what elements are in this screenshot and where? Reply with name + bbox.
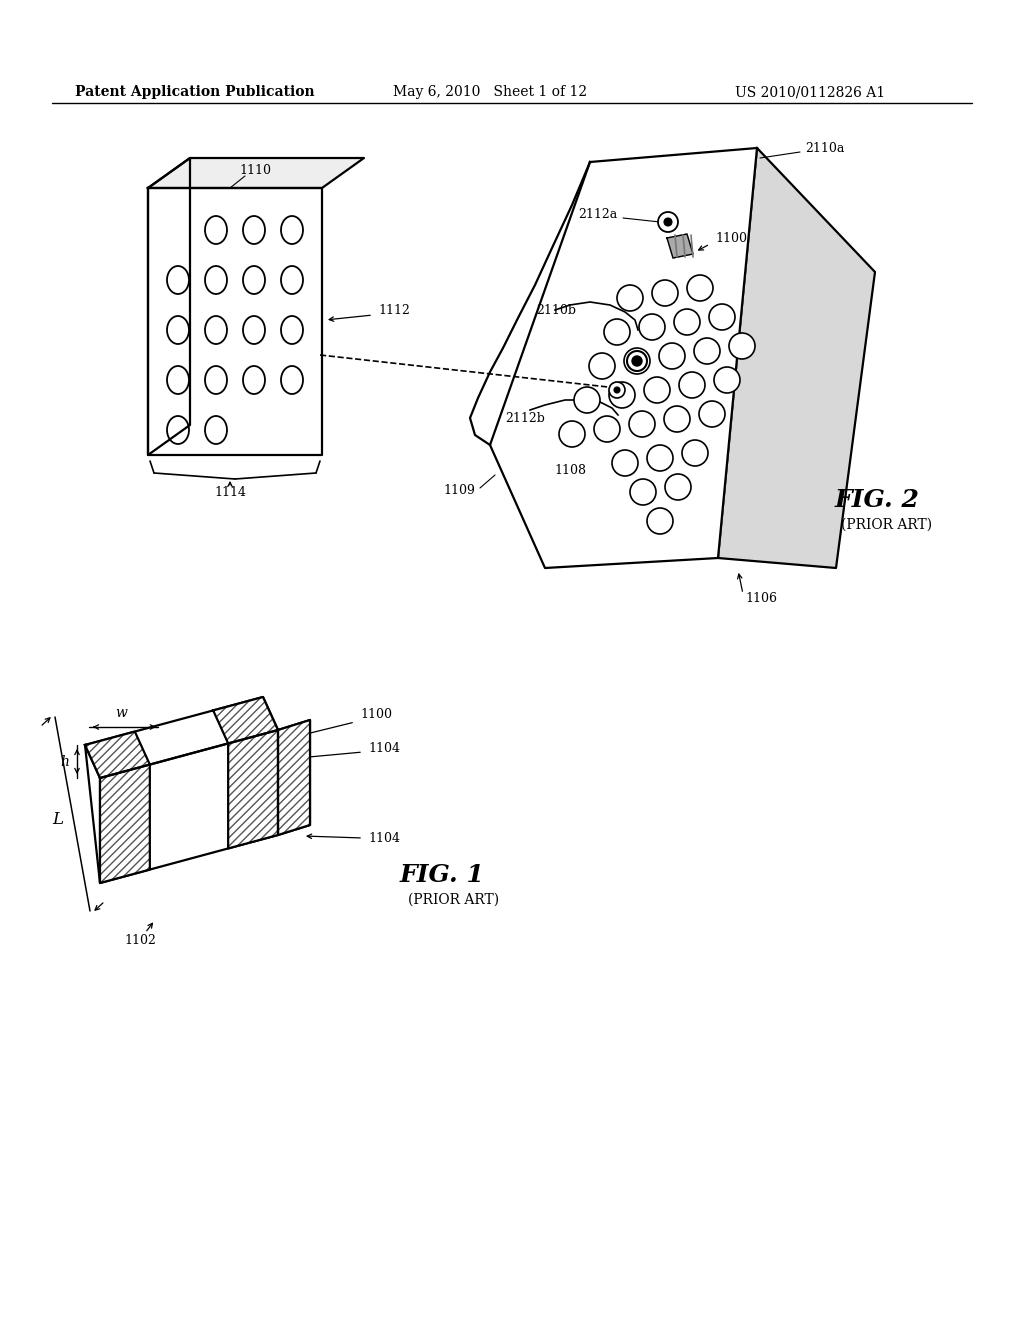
Text: L: L xyxy=(52,810,63,828)
Text: US 2010/0112826 A1: US 2010/0112826 A1 xyxy=(735,84,885,99)
Circle shape xyxy=(647,445,673,471)
Text: 2112b: 2112b xyxy=(505,412,545,425)
Circle shape xyxy=(594,416,620,442)
Circle shape xyxy=(687,275,713,301)
Text: 1110: 1110 xyxy=(239,164,271,177)
Circle shape xyxy=(659,343,685,370)
Circle shape xyxy=(574,387,600,413)
Polygon shape xyxy=(85,731,150,777)
Polygon shape xyxy=(667,234,693,257)
Circle shape xyxy=(624,348,650,374)
Polygon shape xyxy=(228,730,278,849)
Text: (PRIOR ART): (PRIOR ART) xyxy=(408,894,499,907)
Polygon shape xyxy=(718,148,874,568)
Circle shape xyxy=(632,356,642,366)
Text: May 6, 2010   Sheet 1 of 12: May 6, 2010 Sheet 1 of 12 xyxy=(393,84,587,99)
Polygon shape xyxy=(100,730,278,883)
Circle shape xyxy=(709,304,735,330)
Text: FIG. 1: FIG. 1 xyxy=(400,863,485,887)
Circle shape xyxy=(639,314,665,341)
Text: 1102: 1102 xyxy=(124,933,156,946)
Circle shape xyxy=(617,285,643,312)
Text: w: w xyxy=(116,706,127,719)
Circle shape xyxy=(658,213,678,232)
Text: 1100: 1100 xyxy=(360,709,392,722)
Circle shape xyxy=(644,378,670,403)
Text: FIG. 2: FIG. 2 xyxy=(835,488,920,512)
Circle shape xyxy=(699,401,725,426)
Circle shape xyxy=(559,421,585,447)
Polygon shape xyxy=(490,148,757,568)
Text: 1104: 1104 xyxy=(368,742,400,755)
Text: Patent Application Publication: Patent Application Publication xyxy=(75,84,314,99)
Circle shape xyxy=(664,218,672,226)
Text: 2110b: 2110b xyxy=(536,304,575,317)
Text: 1104: 1104 xyxy=(368,832,400,845)
Polygon shape xyxy=(148,158,190,455)
Circle shape xyxy=(612,450,638,477)
Circle shape xyxy=(664,407,690,432)
Text: 1108: 1108 xyxy=(554,463,586,477)
Text: h: h xyxy=(60,755,70,768)
Text: (PRIOR ART): (PRIOR ART) xyxy=(841,517,932,532)
Circle shape xyxy=(674,309,700,335)
Polygon shape xyxy=(278,719,310,836)
Circle shape xyxy=(609,381,635,408)
Circle shape xyxy=(604,319,630,345)
Text: 2110a: 2110a xyxy=(805,141,845,154)
Text: 1100: 1100 xyxy=(715,231,746,244)
Text: 2112a: 2112a xyxy=(578,209,617,222)
Circle shape xyxy=(647,508,673,535)
Text: 1112: 1112 xyxy=(378,304,410,317)
Circle shape xyxy=(589,352,615,379)
Text: 1114: 1114 xyxy=(214,487,246,499)
Circle shape xyxy=(682,440,708,466)
Circle shape xyxy=(609,381,625,399)
Polygon shape xyxy=(148,158,364,187)
Polygon shape xyxy=(148,187,322,455)
Circle shape xyxy=(729,333,755,359)
Polygon shape xyxy=(278,719,310,836)
Text: 1106: 1106 xyxy=(745,591,777,605)
Polygon shape xyxy=(85,697,278,777)
Circle shape xyxy=(652,280,678,306)
Circle shape xyxy=(614,387,620,393)
Circle shape xyxy=(630,479,656,506)
Circle shape xyxy=(679,372,705,399)
Circle shape xyxy=(629,411,655,437)
Circle shape xyxy=(665,474,691,500)
Circle shape xyxy=(694,338,720,364)
Polygon shape xyxy=(213,697,278,743)
Circle shape xyxy=(627,351,647,371)
Polygon shape xyxy=(100,764,150,883)
Circle shape xyxy=(714,367,740,393)
Text: 1109: 1109 xyxy=(443,483,475,496)
